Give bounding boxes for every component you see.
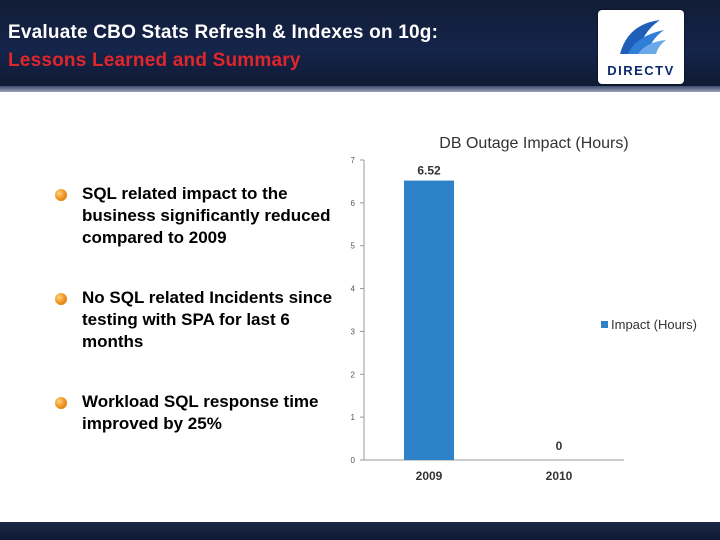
directv-cyclone-icon bbox=[620, 20, 666, 54]
x-tick-label: 2010 bbox=[546, 469, 573, 483]
x-tick-label: 2009 bbox=[416, 469, 443, 483]
y-tick-label: 2 bbox=[351, 370, 356, 379]
outage-impact-chart: DB Outage Impact (Hours) 0 1 2 3 4 5 6 7 6.52 0 … bbox=[340, 118, 720, 498]
y-tick-label: 3 bbox=[351, 327, 356, 336]
slide-header: Evaluate CBO Stats Refresh & Indexes on … bbox=[0, 0, 720, 92]
y-tick-label: 5 bbox=[351, 242, 356, 251]
bar-2009 bbox=[404, 180, 454, 461]
slide-title: Evaluate CBO Stats Refresh & Indexes on … bbox=[8, 22, 439, 43]
logo-wordmark: DIRECTV bbox=[607, 63, 675, 78]
data-label-2010: 0 bbox=[556, 439, 563, 453]
x-axis-labels: 2009 2010 bbox=[416, 469, 573, 483]
slide-subtitle: Lessons Learned and Summary bbox=[8, 50, 301, 71]
bullet-icon bbox=[55, 293, 67, 305]
chart-canvas: DB Outage Impact (Hours) 0 1 2 3 4 5 6 7 6.52 0 … bbox=[351, 135, 697, 483]
y-tick-label: 7 bbox=[351, 156, 356, 165]
bullet-item: Workload SQL response time improved by 2… bbox=[52, 391, 342, 435]
chart-legend: Impact (Hours) bbox=[601, 317, 697, 332]
y-tick-label: 1 bbox=[351, 413, 356, 422]
legend-swatch bbox=[601, 321, 608, 328]
legend-label: Impact (Hours) bbox=[611, 317, 697, 332]
y-tick-label: 6 bbox=[351, 199, 356, 208]
data-label-2009: 6.52 bbox=[417, 164, 441, 178]
bullet-text: SQL related impact to the business signi… bbox=[82, 184, 331, 247]
slide-footer bbox=[0, 522, 720, 540]
bullet-item: SQL related impact to the business signi… bbox=[52, 183, 342, 249]
bullet-item: No SQL related Incidents since testing w… bbox=[52, 287, 342, 353]
bullet-text: No SQL related Incidents since testing w… bbox=[82, 288, 333, 351]
chart-title: DB Outage Impact (Hours) bbox=[439, 135, 628, 152]
y-axis-ticks: 0 1 2 3 4 5 6 7 bbox=[351, 156, 364, 465]
bullet-icon bbox=[55, 397, 67, 409]
y-tick-label: 0 bbox=[351, 456, 356, 465]
bullet-icon bbox=[55, 189, 67, 201]
directv-logo: DIRECTV bbox=[598, 10, 684, 84]
header-divider bbox=[0, 86, 720, 92]
y-tick-label: 4 bbox=[351, 285, 356, 294]
bar-series: 6.52 0 bbox=[404, 164, 563, 461]
bullet-text: Workload SQL response time improved by 2… bbox=[82, 392, 319, 433]
bullet-list: SQL related impact to the business signi… bbox=[52, 183, 342, 473]
